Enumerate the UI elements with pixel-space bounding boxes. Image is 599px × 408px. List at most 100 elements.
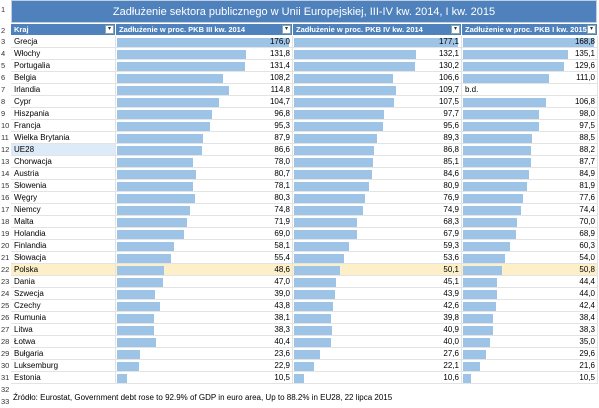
value-cell-q3[interactable]: 38,3 bbox=[116, 324, 293, 336]
value-cell-q4[interactable]: 177,1 bbox=[293, 36, 462, 48]
country-cell[interactable]: Hiszpania bbox=[11, 108, 116, 120]
row-number[interactable]: 14 bbox=[1, 169, 10, 178]
value-cell-q1[interactable]: b.d. bbox=[462, 84, 598, 96]
value-cell-q1[interactable]: 35,0 bbox=[462, 336, 598, 348]
value-cell-q3[interactable]: 96,8 bbox=[116, 108, 293, 120]
row-number[interactable]: 11 bbox=[1, 133, 9, 142]
header-q4-2014[interactable]: Zadłużenie w proc. PKB IV kw. 2014 ▾ bbox=[293, 24, 461, 35]
row-number[interactable]: 27 bbox=[1, 325, 10, 334]
value-cell-q1[interactable]: 106,8 bbox=[462, 96, 598, 108]
value-cell-q3[interactable]: 131,8 bbox=[116, 48, 293, 60]
row-number[interactable]: 3 bbox=[1, 37, 6, 46]
country-cell[interactable]: Francja bbox=[11, 120, 116, 132]
header-q3-2014[interactable]: Zadłużenie w proc. PKB III kw. 2014 ▾ bbox=[116, 24, 292, 35]
filter-dropdown-icon[interactable]: ▾ bbox=[282, 25, 291, 34]
country-cell[interactable]: Cypr bbox=[11, 96, 116, 108]
country-cell[interactable]: Niemcy bbox=[11, 204, 116, 216]
row-number[interactable]: 2 bbox=[1, 26, 6, 35]
row-number[interactable]: 16 bbox=[1, 193, 10, 202]
value-cell-q3[interactable]: 10,5 bbox=[116, 372, 293, 384]
value-cell-q1[interactable]: 38,4 bbox=[462, 312, 598, 324]
value-cell-q3[interactable]: 47,0 bbox=[116, 276, 293, 288]
country-cell[interactable]: Rumunia bbox=[11, 312, 116, 324]
value-cell-q3[interactable]: 55,4 bbox=[116, 252, 293, 264]
value-cell-q1[interactable]: 21,6 bbox=[462, 360, 598, 372]
header-q1-2015[interactable]: Zadłużenie w proc. PKB I kw. 2015 ▾ bbox=[462, 24, 597, 35]
row-number[interactable]: 4 bbox=[1, 49, 6, 58]
country-cell[interactable]: Słowacja bbox=[11, 252, 116, 264]
value-cell-q4[interactable]: 109,7 bbox=[293, 84, 462, 96]
value-cell-q1[interactable]: 88,5 bbox=[462, 132, 598, 144]
row-number[interactable]: 31 bbox=[1, 373, 10, 382]
row-number[interactable]: 30 bbox=[1, 361, 10, 370]
value-cell-q1[interactable]: 44,0 bbox=[462, 288, 598, 300]
country-cell[interactable]: UE28 bbox=[11, 144, 116, 156]
row-number[interactable]: 6 bbox=[1, 73, 6, 82]
row-number[interactable]: 22 bbox=[1, 265, 10, 274]
row-number[interactable]: 10 bbox=[1, 121, 10, 130]
country-cell[interactable]: Słowenia bbox=[11, 180, 116, 192]
value-cell-q1[interactable]: 10,5 bbox=[462, 372, 598, 384]
value-cell-q1[interactable]: 168,8 bbox=[462, 36, 598, 48]
filter-dropdown-icon[interactable]: ▾ bbox=[105, 25, 114, 34]
value-cell-q3[interactable]: 58,1 bbox=[116, 240, 293, 252]
value-cell-q4[interactable]: 97,7 bbox=[293, 108, 462, 120]
value-cell-q1[interactable]: 84,9 bbox=[462, 168, 598, 180]
value-cell-q1[interactable]: 50,8 bbox=[462, 264, 598, 276]
value-cell-q3[interactable]: 69,0 bbox=[116, 228, 293, 240]
row-number[interactable]: 12 bbox=[1, 145, 10, 154]
row-number[interactable]: 9 bbox=[1, 109, 6, 118]
value-cell-q1[interactable]: 111,0 bbox=[462, 72, 598, 84]
country-cell[interactable]: Irlandia bbox=[11, 84, 116, 96]
value-cell-q4[interactable]: 95,6 bbox=[293, 120, 462, 132]
row-number[interactable]: 32 bbox=[1, 385, 10, 394]
value-cell-q1[interactable]: 81,9 bbox=[462, 180, 598, 192]
value-cell-q1[interactable]: 87,7 bbox=[462, 156, 598, 168]
value-cell-q3[interactable]: 95,3 bbox=[116, 120, 293, 132]
country-cell[interactable]: Litwa bbox=[11, 324, 116, 336]
country-cell[interactable]: Włochy bbox=[11, 48, 116, 60]
value-cell-q1[interactable]: 42,4 bbox=[462, 300, 598, 312]
row-number[interactable]: 20 bbox=[1, 241, 10, 250]
value-cell-q1[interactable]: 77,6 bbox=[462, 192, 598, 204]
country-cell[interactable]: Polska bbox=[11, 264, 116, 276]
value-cell-q3[interactable]: 80,3 bbox=[116, 192, 293, 204]
value-cell-q3[interactable]: 23,6 bbox=[116, 348, 293, 360]
row-number[interactable]: 1 bbox=[1, 5, 6, 14]
value-cell-q3[interactable]: 43,8 bbox=[116, 300, 293, 312]
value-cell-q1[interactable]: 70,0 bbox=[462, 216, 598, 228]
row-number[interactable]: 24 bbox=[1, 289, 10, 298]
country-cell[interactable]: Szwecja bbox=[11, 288, 116, 300]
value-cell-q3[interactable]: 80,7 bbox=[116, 168, 293, 180]
value-cell-q4[interactable]: 42,6 bbox=[293, 300, 462, 312]
row-number[interactable]: 25 bbox=[1, 301, 10, 310]
value-cell-q4[interactable]: 80,9 bbox=[293, 180, 462, 192]
value-cell-q4[interactable]: 50,1 bbox=[293, 264, 462, 276]
row-number[interactable]: 19 bbox=[1, 229, 10, 238]
value-cell-q1[interactable]: 129,6 bbox=[462, 60, 598, 72]
row-number[interactable]: 8 bbox=[1, 97, 6, 106]
value-cell-q3[interactable]: 48,6 bbox=[116, 264, 293, 276]
value-cell-q4[interactable]: 85,1 bbox=[293, 156, 462, 168]
value-cell-q3[interactable]: 74,8 bbox=[116, 204, 293, 216]
value-cell-q4[interactable]: 53,6 bbox=[293, 252, 462, 264]
value-cell-q3[interactable]: 78,0 bbox=[116, 156, 293, 168]
value-cell-q3[interactable]: 22,9 bbox=[116, 360, 293, 372]
country-cell[interactable]: Estonia bbox=[11, 372, 116, 384]
value-cell-q1[interactable]: 98,0 bbox=[462, 108, 598, 120]
value-cell-q4[interactable]: 27,6 bbox=[293, 348, 462, 360]
value-cell-q4[interactable]: 106,6 bbox=[293, 72, 462, 84]
country-cell[interactable]: Bułgaria bbox=[11, 348, 116, 360]
value-cell-q4[interactable]: 67,9 bbox=[293, 228, 462, 240]
row-number[interactable]: 28 bbox=[1, 337, 10, 346]
header-country[interactable]: Kraj ▾ bbox=[11, 24, 115, 35]
value-cell-q3[interactable]: 131,4 bbox=[116, 60, 293, 72]
value-cell-q4[interactable]: 40,9 bbox=[293, 324, 462, 336]
country-cell[interactable]: Wielka Brytania bbox=[11, 132, 116, 144]
country-cell[interactable]: Dania bbox=[11, 276, 116, 288]
value-cell-q4[interactable]: 39,8 bbox=[293, 312, 462, 324]
country-cell[interactable]: Malta bbox=[11, 216, 116, 228]
country-cell[interactable]: Łotwa bbox=[11, 336, 116, 348]
row-number[interactable]: 29 bbox=[1, 349, 10, 358]
value-cell-q4[interactable]: 76,9 bbox=[293, 192, 462, 204]
